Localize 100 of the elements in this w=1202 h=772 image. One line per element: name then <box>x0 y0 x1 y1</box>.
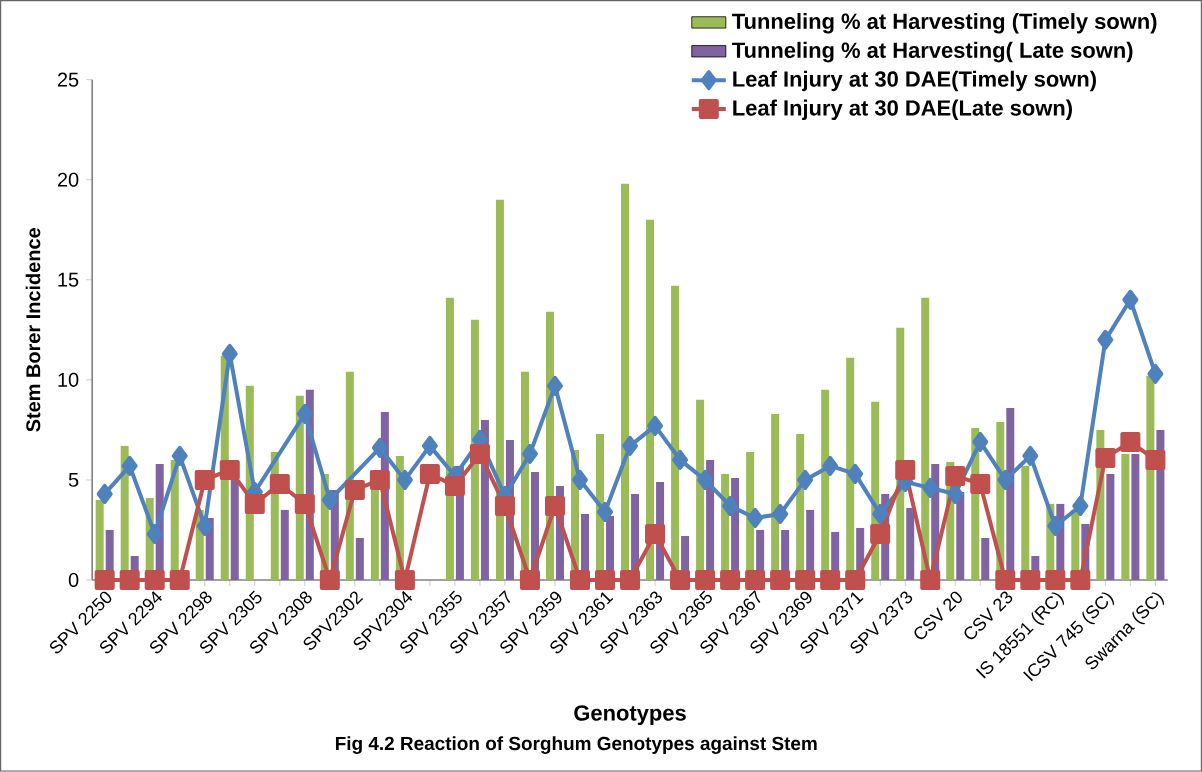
point <box>595 570 616 591</box>
bar <box>355 538 364 581</box>
point <box>1072 496 1089 517</box>
point <box>469 444 490 465</box>
point <box>119 570 140 591</box>
point <box>672 450 689 471</box>
point <box>995 570 1016 591</box>
point <box>872 504 889 525</box>
point <box>569 570 590 591</box>
point <box>1095 448 1116 469</box>
point <box>647 416 664 437</box>
point <box>96 484 113 505</box>
point <box>369 470 390 491</box>
point <box>146 524 163 545</box>
point <box>722 496 739 517</box>
point <box>720 570 741 591</box>
y-axis-title: Stem Borer Incidence <box>25 228 41 432</box>
point <box>319 570 340 591</box>
point <box>521 444 538 465</box>
point <box>294 494 315 515</box>
point <box>822 456 839 477</box>
point <box>244 494 265 515</box>
bar <box>906 508 915 581</box>
point <box>519 570 540 591</box>
point <box>997 470 1014 491</box>
bar <box>445 297 454 581</box>
point <box>747 508 764 529</box>
point <box>820 570 841 591</box>
bar <box>1106 474 1115 581</box>
bar <box>230 480 239 581</box>
point <box>697 470 714 491</box>
point <box>546 376 563 397</box>
point <box>795 570 816 591</box>
point <box>219 460 240 481</box>
y-tick-label: 15 <box>58 272 79 287</box>
point <box>444 476 465 497</box>
legend-label: Tunneling % at Harvesting( Late sown) <box>732 41 1133 63</box>
point <box>494 496 515 517</box>
bar <box>280 510 289 581</box>
point <box>1020 570 1041 591</box>
point <box>972 432 989 453</box>
point <box>144 570 165 591</box>
point <box>970 474 991 495</box>
point <box>670 570 691 591</box>
point <box>597 502 614 523</box>
bar <box>495 199 504 581</box>
point <box>1045 570 1066 591</box>
point <box>419 464 440 485</box>
point <box>121 456 138 477</box>
point <box>1097 329 1114 350</box>
legend-label: Tunneling % at Harvesting (Timely sown) <box>732 13 1157 34</box>
point <box>221 343 238 364</box>
point <box>645 524 666 545</box>
point <box>296 404 313 425</box>
point <box>394 570 415 591</box>
point <box>171 446 188 467</box>
point <box>1147 363 1164 384</box>
point <box>695 570 716 591</box>
point <box>1122 289 1139 310</box>
caption: Fig 4.2 Reaction of Sorghum Genotypes against Stem <box>335 736 817 755</box>
y-tick-label: 0 <box>68 573 79 588</box>
legend-label: Leaf Injury at 30 DAE(Late sown) <box>733 99 1072 121</box>
point <box>922 478 939 499</box>
point <box>620 570 641 591</box>
point <box>947 484 964 505</box>
point <box>571 470 588 491</box>
bar <box>646 219 655 581</box>
point <box>269 474 290 495</box>
point <box>396 470 413 491</box>
bar <box>1131 454 1140 581</box>
bar <box>1121 454 1130 581</box>
bar <box>956 492 965 581</box>
point <box>1022 446 1039 467</box>
point <box>1120 432 1141 453</box>
point <box>321 490 338 511</box>
point <box>344 480 365 501</box>
y-tick-label: 25 <box>57 72 79 87</box>
point <box>797 470 814 491</box>
point <box>1047 516 1064 537</box>
point <box>421 436 438 457</box>
point <box>1145 450 1166 471</box>
point <box>194 470 215 491</box>
point <box>371 438 388 459</box>
point <box>745 570 766 591</box>
bar <box>370 490 379 581</box>
y-tick-label: 5 <box>68 473 79 488</box>
y-tick-label: 10 <box>58 372 79 388</box>
point <box>895 460 916 481</box>
point <box>845 570 866 591</box>
point <box>870 524 891 545</box>
point <box>196 516 213 537</box>
point <box>94 570 115 591</box>
point <box>770 570 791 591</box>
point <box>945 466 966 487</box>
y-tick-label: 20 <box>57 172 79 187</box>
point <box>544 496 565 517</box>
x-axis-title: Genotypes <box>574 705 686 726</box>
point <box>772 504 789 525</box>
point <box>847 464 864 485</box>
point <box>920 570 941 591</box>
